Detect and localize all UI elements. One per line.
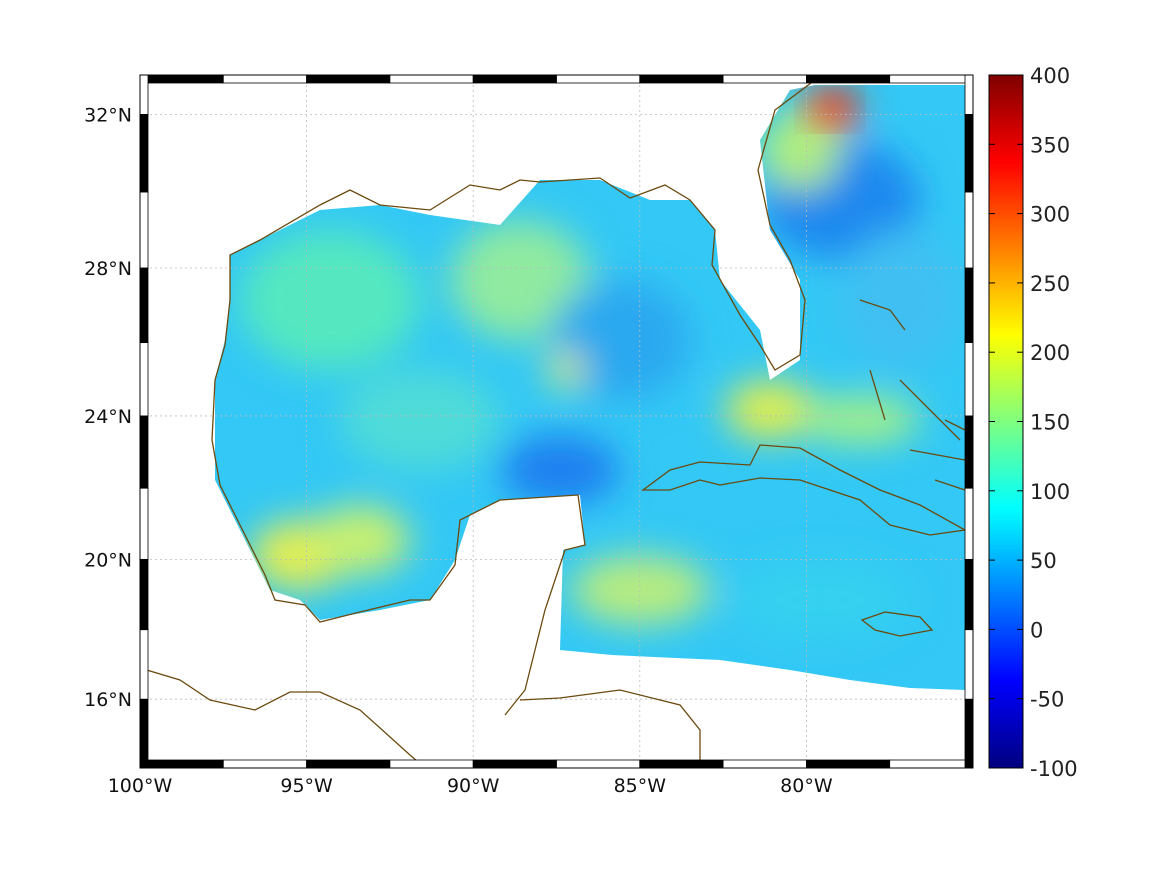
frame-segment (139, 191, 149, 269)
frame-segment (964, 74, 974, 115)
frame-segment (472, 74, 557, 84)
frame-segment (306, 74, 391, 84)
lat-label: 28°N (84, 258, 132, 280)
frame-segment (139, 629, 149, 700)
frame-segment (964, 114, 974, 193)
frame-segment (806, 759, 891, 769)
colorbar-tick-label: 400 (1030, 64, 1070, 88)
colorbar-tick-label: 150 (1030, 411, 1070, 435)
colorbar-tick-label: 300 (1030, 203, 1070, 227)
frame-segment (139, 558, 149, 631)
coastline-hispaniola (934, 419, 966, 491)
lat-label: 16°N (84, 689, 132, 711)
lon-label: 100°W (108, 775, 173, 797)
frame-segment (139, 114, 149, 193)
frame-segment (139, 342, 149, 417)
colorbar-tick-label: 50 (1030, 549, 1057, 573)
frame-segment (964, 191, 974, 269)
frame-outline (139, 74, 974, 769)
frame-segment (222, 759, 308, 769)
colorbar-tick-label: 200 (1030, 341, 1070, 365)
frame-segment (139, 415, 149, 489)
frame-segment (964, 698, 974, 769)
frame-segment (306, 759, 391, 769)
colorbar-tick-label: 0 (1030, 618, 1043, 642)
lat-label: 32°N (84, 104, 132, 126)
frame-segment (806, 74, 891, 84)
frame-segment (389, 759, 474, 769)
colorbar-tick-label: 100 (1030, 480, 1070, 504)
axis-labels: 100°W 95°W 90°W 85°W 80°W 32°N 28°N 24°N 20°N 16°… (84, 104, 833, 797)
frame-segment (889, 759, 974, 769)
frame-segment (556, 759, 641, 769)
frame-segment (889, 74, 974, 84)
frame-segment (964, 267, 974, 343)
coastline-bahamas (859, 299, 966, 461)
frame-segment (964, 629, 974, 700)
lat-label: 20°N (84, 549, 132, 571)
colorbar-tick-label: 350 (1030, 133, 1070, 157)
frame-segment (964, 487, 974, 560)
frame-segment (722, 759, 807, 769)
coastline-honduras (519, 689, 701, 768)
colorbar-tick-label: 250 (1030, 272, 1070, 296)
frame-segment (139, 698, 149, 769)
coastline-gulf (229, 79, 816, 371)
frame-segment (964, 342, 974, 417)
lon-label: 80°W (780, 775, 833, 797)
coastline-jamaica (860, 611, 934, 637)
frame-segment (964, 415, 974, 489)
frame-segment (639, 759, 724, 769)
frame-segment (139, 74, 149, 115)
lon-label: 90°W (447, 775, 500, 797)
frame-segment (722, 74, 807, 84)
frame-segment (472, 759, 557, 769)
frame-segment (389, 74, 474, 84)
colorbar-tick-label: -100 (1030, 757, 1078, 781)
frame-segment (556, 74, 641, 84)
colorbar-ticks: 400 350 300 250 200 150 100 50 0 -50 -100 (989, 64, 1078, 781)
data-field (215, 85, 965, 690)
lat-label: 24°N (84, 406, 132, 428)
frame-segment (139, 759, 224, 769)
frame-segment (964, 558, 974, 631)
frame-segment (139, 74, 224, 84)
frame-segment (639, 74, 724, 84)
lon-label: 95°W (280, 775, 333, 797)
coastline-mexico (211, 299, 586, 716)
lon-label: 85°W (614, 775, 667, 797)
colorbar-tick-label: -50 (1030, 688, 1064, 712)
frame-segment (222, 74, 308, 84)
frame-segment (139, 487, 149, 560)
coastline-central-america (139, 667, 426, 769)
frame-segment (139, 267, 149, 343)
map-frame (139, 74, 974, 769)
